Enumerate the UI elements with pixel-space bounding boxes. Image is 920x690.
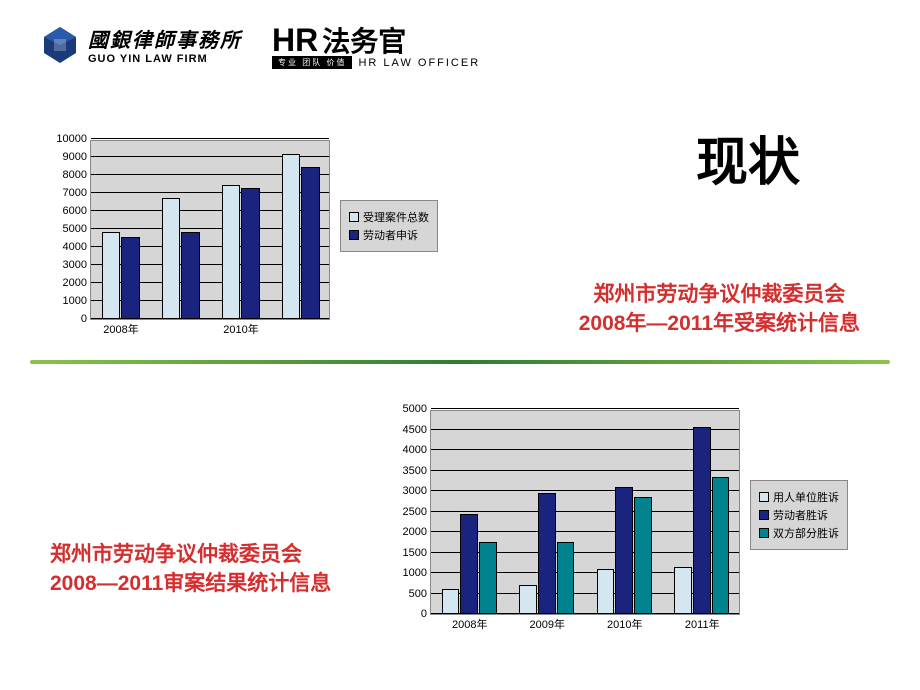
header: 國銀律師事務所 GUO YIN LAW FIRM HR 法务官 专业 团队 价值… <box>0 0 920 79</box>
bar <box>519 585 537 614</box>
legend-label: 双方部分胜诉 <box>773 525 839 541</box>
y-axis-label: 10000 <box>56 133 87 145</box>
legend-row: 受理案件总数 <box>349 209 429 225</box>
bar <box>102 232 121 319</box>
y-axis-label: 7000 <box>63 187 87 199</box>
bar <box>222 185 241 319</box>
bar <box>460 514 478 614</box>
legend-row: 劳动者申诉 <box>349 227 429 243</box>
hr-logo-text: HR <box>272 22 318 59</box>
bar <box>181 232 200 319</box>
y-axis-label: 0 <box>421 608 427 620</box>
guoyin-name-cn: 國銀律師事務所 <box>88 24 242 53</box>
chart2-caption: 郑州市劳动争议仲裁委员会 2008—2011审案结果统计信息 <box>50 540 331 599</box>
gridline <box>431 408 739 409</box>
y-axis-label: 3500 <box>403 465 427 477</box>
legend-row: 用人单位胜诉 <box>759 489 839 505</box>
chart1-caption-line2: 2008年—2011年受案统计信息 <box>579 309 860 338</box>
chart1-legend: 受理案件总数劳动者申诉 <box>340 200 438 252</box>
chart1-section: 0 1000 2000 3000 4000 5000 6000 7000 8000 9000 100… <box>40 130 440 340</box>
y-axis-label: 2500 <box>403 506 427 518</box>
legend-swatch <box>759 510 769 520</box>
bar <box>712 477 730 614</box>
legend-swatch <box>349 212 359 222</box>
chart1: 0 1000 2000 3000 4000 5000 6000 7000 8000 9000 100… <box>40 130 440 340</box>
y-axis-label: 1000 <box>63 295 87 307</box>
guoyin-name-en: GUO YIN LAW FIRM <box>88 53 242 65</box>
y-axis-label: 5000 <box>63 223 87 235</box>
chart2-plot-area: 0500100015002000250030003500400045005000… <box>430 410 740 615</box>
x-axis-label: 2008年 <box>452 616 487 632</box>
x-axis-label: 2011年 <box>685 616 720 632</box>
y-axis-label: 1000 <box>403 567 427 579</box>
chart2: 0 500 1000 1500 2000 2500 3000 3500 4000 4500 5000… <box>380 400 880 645</box>
y-axis-label: 1500 <box>403 547 427 559</box>
chart2-section: 0 500 1000 1500 2000 2500 3000 3500 4000 4500 5000… <box>40 400 880 645</box>
hr-name-en: HR LAW OFFICER <box>358 57 480 69</box>
y-axis-label: 3000 <box>63 259 87 271</box>
y-axis-label: 8000 <box>63 169 87 181</box>
bar <box>442 589 460 614</box>
bar <box>162 198 181 319</box>
y-axis-label: 2000 <box>403 526 427 538</box>
chart1-caption: 郑州市劳动争议仲裁委员会 2008年—2011年受案统计信息 <box>579 280 860 339</box>
bar <box>241 188 260 319</box>
y-axis-label: 9000 <box>63 151 87 163</box>
x-axis-label: 2010年 <box>607 616 642 632</box>
bar <box>301 167 320 319</box>
guoyin-logo-block: 國銀律師事務所 GUO YIN LAW FIRM <box>40 24 242 65</box>
y-axis-label: 2000 <box>63 277 87 289</box>
legend-swatch <box>759 492 769 502</box>
legend-row: 劳动者胜诉 <box>759 507 839 523</box>
y-axis-label: 4000 <box>403 444 427 456</box>
bar <box>282 154 301 319</box>
y-axis-label: 500 <box>409 588 427 600</box>
x-axis-label: 2010年 <box>223 321 258 337</box>
bar <box>674 567 692 614</box>
bar <box>557 542 575 614</box>
x-axis-label: 2009年 <box>530 616 565 632</box>
bar <box>693 427 711 614</box>
bar <box>597 569 615 614</box>
chart2-caption-line2: 2008—2011审案结果统计信息 <box>50 569 331 598</box>
chart1-plot-area: 0100020003000400050006000700080009000100… <box>90 140 330 320</box>
legend-row: 双方部分胜诉 <box>759 525 839 541</box>
bar <box>538 493 556 614</box>
section-divider <box>30 360 890 364</box>
y-axis-label: 4000 <box>63 241 87 253</box>
legend-label: 劳动者申诉 <box>363 227 418 243</box>
legend-label: 劳动者胜诉 <box>773 507 828 523</box>
y-axis-label: 3000 <box>403 485 427 497</box>
legend-swatch <box>759 528 769 538</box>
bar <box>479 542 497 614</box>
bar <box>121 237 140 319</box>
y-axis-label: 4500 <box>403 424 427 436</box>
x-axis-label: 2008年 <box>103 321 138 337</box>
legend-swatch <box>349 230 359 240</box>
page-title: 现状 <box>696 120 800 195</box>
guoyin-logo-icon <box>40 25 80 65</box>
hr-name-cn: 法务官 <box>322 20 406 60</box>
bar <box>634 497 652 614</box>
y-axis-label: 5000 <box>403 403 427 415</box>
y-axis-label: 0 <box>81 313 87 325</box>
chart2-caption-line1: 郑州市劳动争议仲裁委员会 <box>50 540 331 569</box>
gridline <box>91 138 329 139</box>
y-axis-label: 6000 <box>63 205 87 217</box>
legend-label: 用人单位胜诉 <box>773 489 839 505</box>
bar <box>615 487 633 614</box>
legend-label: 受理案件总数 <box>363 209 429 225</box>
chart2-legend: 用人单位胜诉劳动者胜诉双方部分胜诉 <box>750 480 848 550</box>
hr-tagline-bar: 专业 团队 价值 <box>272 56 352 69</box>
hr-logo-block: HR 法务官 专业 团队 价值 HR LAW OFFICER <box>272 20 480 69</box>
chart1-caption-line1: 郑州市劳动争议仲裁委员会 <box>579 280 860 309</box>
